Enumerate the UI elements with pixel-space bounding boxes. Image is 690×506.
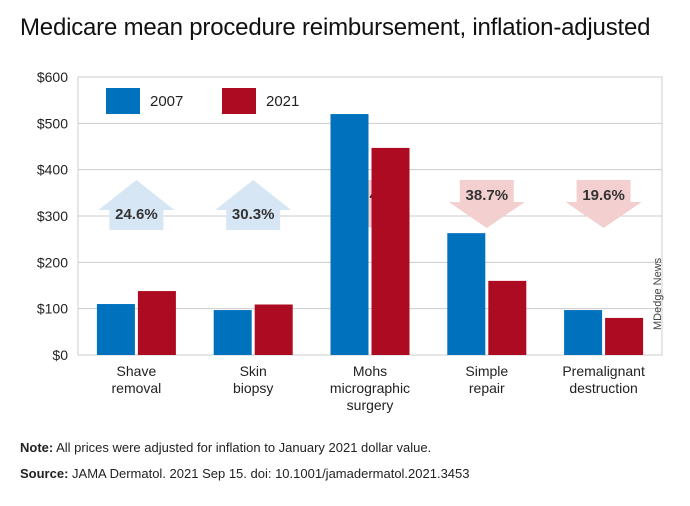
x-category-label-line: Mohs	[353, 363, 387, 379]
bar-2021	[371, 147, 410, 355]
y-tick-label: $400	[37, 162, 68, 178]
y-tick-label: $300	[37, 208, 68, 224]
change-percent-label: 19.6%	[582, 187, 625, 204]
footnote-text: All prices were adjusted for inflation t…	[53, 440, 432, 455]
x-category-label-line: surgery	[347, 397, 394, 413]
y-tick-label: $0	[52, 347, 68, 363]
x-category-label-line: Simple	[465, 363, 508, 379]
change-percent-label: 24.6%	[115, 206, 158, 223]
x-category-label-line: micrographic	[330, 380, 410, 396]
x-category-label: Mohs micrographic surgery	[330, 363, 410, 413]
x-category-label-line: Premalignant	[562, 363, 645, 379]
x-category-label: Shave removal	[112, 363, 162, 396]
bar-2021	[605, 317, 644, 355]
legend-swatch-2007	[106, 88, 140, 114]
footnote-label: Note:	[20, 440, 54, 455]
y-tick-label: $500	[37, 115, 68, 131]
change-percent-label: 30.3%	[232, 206, 275, 223]
bar-2007	[213, 310, 252, 355]
bar-2007	[96, 304, 135, 355]
legend-label-2007: 2007	[150, 92, 184, 110]
x-category-label-line: destruction	[569, 380, 637, 396]
decrease-arrow	[565, 180, 642, 228]
bar-2007	[330, 114, 369, 355]
bar-2021	[254, 304, 293, 355]
increase-arrow	[215, 180, 292, 230]
bar-2007	[447, 233, 486, 355]
chart-title: Medicare mean procedure reimbursement, i…	[20, 14, 651, 41]
bar-2021	[488, 280, 527, 355]
x-category-label-line: removal	[112, 380, 162, 396]
x-category-label-line: Skin	[240, 363, 267, 379]
legend-label-2021: 2021	[266, 92, 300, 110]
change-percent-label: 38.7%	[466, 187, 509, 204]
bar-2021	[137, 291, 176, 355]
x-category-label: Simple repair	[465, 363, 508, 396]
y-tick-label: $100	[37, 301, 68, 317]
x-category-label-line: repair	[469, 380, 505, 396]
y-tick-label: $200	[37, 254, 68, 270]
credit-text: MDedge News	[652, 257, 664, 330]
bar-2007	[564, 310, 603, 355]
decrease-arrow	[448, 180, 525, 228]
x-category-label: Premalignant destruction	[562, 363, 645, 396]
x-category-label-line: biopsy	[233, 380, 273, 396]
source-line: Source: JAMA Dermatol. 2021 Sep 15. doi:…	[20, 466, 470, 481]
legend-item-2021: 2021	[222, 88, 299, 114]
source-text: JAMA Dermatol. 2021 Sep 15. doi: 10.1001…	[68, 466, 470, 481]
legend-item-2007: 2007	[106, 88, 183, 114]
source-label: Source:	[20, 466, 69, 481]
footnote: Note: All prices were adjusted for infla…	[20, 440, 431, 455]
increase-arrow	[98, 180, 175, 230]
legend-swatch-2021	[222, 88, 256, 114]
x-category-label: Skin biopsy	[233, 363, 273, 396]
y-tick-label: $600	[37, 69, 68, 85]
x-category-label-line: Shave	[117, 363, 157, 379]
